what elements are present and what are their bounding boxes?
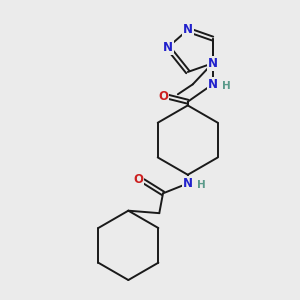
Text: O: O [133,173,143,186]
Text: N: N [208,78,218,91]
Text: N: N [208,57,218,70]
Text: H: H [197,180,206,190]
Text: N: N [183,177,193,190]
Text: O: O [158,90,168,103]
Text: N: N [183,23,193,36]
Text: N: N [163,41,173,54]
Text: H: H [222,81,230,91]
